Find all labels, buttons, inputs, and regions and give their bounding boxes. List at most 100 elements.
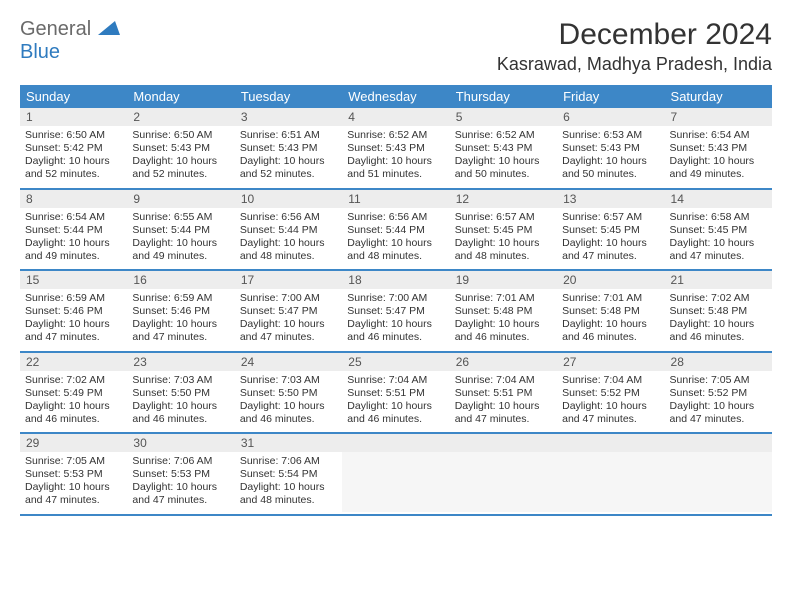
day-body: Sunrise: 7:04 AMSunset: 5:52 PMDaylight:… [557,371,664,433]
day-number: 29 [20,434,127,452]
day-cell: 12Sunrise: 6:57 AMSunset: 5:45 PMDayligh… [450,189,557,271]
day-number [557,434,664,452]
day-number: 20 [557,271,664,289]
day-number: 7 [665,108,772,126]
day-body: Sunrise: 7:00 AMSunset: 5:47 PMDaylight:… [342,289,449,351]
day-body: Sunrise: 7:04 AMSunset: 5:51 PMDaylight:… [450,371,557,433]
day-cell [665,433,772,515]
day-cell: 3Sunrise: 6:51 AMSunset: 5:43 PMDaylight… [235,108,342,189]
day-header-row: SundayMondayTuesdayWednesdayThursdayFrid… [20,85,772,108]
day-body: Sunrise: 7:01 AMSunset: 5:48 PMDaylight:… [557,289,664,351]
day-body: Sunrise: 6:55 AMSunset: 5:44 PMDaylight:… [127,208,234,270]
day-body: Sunrise: 6:59 AMSunset: 5:46 PMDaylight:… [127,289,234,351]
day-body: Sunrise: 7:02 AMSunset: 5:49 PMDaylight:… [20,371,127,433]
day-number: 19 [450,271,557,289]
day-body [450,452,557,512]
day-number: 13 [557,190,664,208]
day-cell: 16Sunrise: 6:59 AMSunset: 5:46 PMDayligh… [127,270,234,352]
day-number: 23 [127,353,234,371]
day-number: 18 [342,271,449,289]
day-body: Sunrise: 6:50 AMSunset: 5:43 PMDaylight:… [127,126,234,188]
day-body: Sunrise: 6:57 AMSunset: 5:45 PMDaylight:… [450,208,557,270]
day-cell: 19Sunrise: 7:01 AMSunset: 5:48 PMDayligh… [450,270,557,352]
day-body: Sunrise: 7:03 AMSunset: 5:50 PMDaylight:… [127,371,234,433]
day-body: Sunrise: 6:51 AMSunset: 5:43 PMDaylight:… [235,126,342,188]
day-number [450,434,557,452]
day-cell [450,433,557,515]
logo-text-blue: Blue [20,41,60,63]
day-body: Sunrise: 6:53 AMSunset: 5:43 PMDaylight:… [557,126,664,188]
day-cell: 8Sunrise: 6:54 AMSunset: 5:44 PMDaylight… [20,189,127,271]
day-body: Sunrise: 6:58 AMSunset: 5:45 PMDaylight:… [665,208,772,270]
day-body: Sunrise: 6:56 AMSunset: 5:44 PMDaylight:… [235,208,342,270]
day-body: Sunrise: 6:52 AMSunset: 5:43 PMDaylight:… [342,126,449,188]
day-number [342,434,449,452]
header: General Blue December 2024 Kasrawad, Mad… [20,18,772,75]
day-number: 25 [342,353,449,371]
day-header-cell: Monday [127,85,234,108]
day-cell: 13Sunrise: 6:57 AMSunset: 5:45 PMDayligh… [557,189,664,271]
week-row: 22Sunrise: 7:02 AMSunset: 5:49 PMDayligh… [20,352,772,434]
day-cell: 7Sunrise: 6:54 AMSunset: 5:43 PMDaylight… [665,108,772,189]
day-cell: 9Sunrise: 6:55 AMSunset: 5:44 PMDaylight… [127,189,234,271]
day-cell: 2Sunrise: 6:50 AMSunset: 5:43 PMDaylight… [127,108,234,189]
title-block: December 2024 Kasrawad, Madhya Pradesh, … [497,18,772,75]
day-cell: 20Sunrise: 7:01 AMSunset: 5:48 PMDayligh… [557,270,664,352]
day-number: 5 [450,108,557,126]
day-body: Sunrise: 7:06 AMSunset: 5:53 PMDaylight:… [127,452,234,514]
day-cell: 30Sunrise: 7:06 AMSunset: 5:53 PMDayligh… [127,433,234,515]
logo-triangle-icon [98,22,120,39]
day-number: 6 [557,108,664,126]
week-row: 29Sunrise: 7:05 AMSunset: 5:53 PMDayligh… [20,433,772,515]
day-number: 11 [342,190,449,208]
day-body: Sunrise: 6:54 AMSunset: 5:44 PMDaylight:… [20,208,127,270]
day-body: Sunrise: 7:05 AMSunset: 5:52 PMDaylight:… [665,371,772,433]
day-number: 14 [665,190,772,208]
day-number: 12 [450,190,557,208]
day-header-cell: Tuesday [235,85,342,108]
day-cell: 27Sunrise: 7:04 AMSunset: 5:52 PMDayligh… [557,352,664,434]
day-number: 1 [20,108,127,126]
day-cell: 10Sunrise: 6:56 AMSunset: 5:44 PMDayligh… [235,189,342,271]
day-body: Sunrise: 6:50 AMSunset: 5:42 PMDaylight:… [20,126,127,188]
day-cell: 15Sunrise: 6:59 AMSunset: 5:46 PMDayligh… [20,270,127,352]
day-body: Sunrise: 6:56 AMSunset: 5:44 PMDaylight:… [342,208,449,270]
day-cell [342,433,449,515]
day-header-cell: Friday [557,85,664,108]
day-cell: 11Sunrise: 6:56 AMSunset: 5:44 PMDayligh… [342,189,449,271]
day-number: 24 [235,353,342,371]
logo-text-general: General [20,18,91,40]
day-cell: 25Sunrise: 7:04 AMSunset: 5:51 PMDayligh… [342,352,449,434]
day-body [342,452,449,512]
day-number: 28 [665,353,772,371]
day-cell: 23Sunrise: 7:03 AMSunset: 5:50 PMDayligh… [127,352,234,434]
calendar-table: SundayMondayTuesdayWednesdayThursdayFrid… [20,85,772,516]
day-header-cell: Saturday [665,85,772,108]
day-number: 30 [127,434,234,452]
day-number: 9 [127,190,234,208]
day-number: 21 [665,271,772,289]
day-cell: 22Sunrise: 7:02 AMSunset: 5:49 PMDayligh… [20,352,127,434]
day-number: 2 [127,108,234,126]
day-cell: 26Sunrise: 7:04 AMSunset: 5:51 PMDayligh… [450,352,557,434]
day-body: Sunrise: 6:59 AMSunset: 5:46 PMDaylight:… [20,289,127,351]
day-body: Sunrise: 7:05 AMSunset: 5:53 PMDaylight:… [20,452,127,514]
day-cell: 1Sunrise: 6:50 AMSunset: 5:42 PMDaylight… [20,108,127,189]
day-cell: 31Sunrise: 7:06 AMSunset: 5:54 PMDayligh… [235,433,342,515]
day-number: 8 [20,190,127,208]
day-number: 16 [127,271,234,289]
day-number: 31 [235,434,342,452]
day-body: Sunrise: 6:54 AMSunset: 5:43 PMDaylight:… [665,126,772,188]
month-title: December 2024 [497,18,772,52]
day-number: 10 [235,190,342,208]
day-cell: 17Sunrise: 7:00 AMSunset: 5:47 PMDayligh… [235,270,342,352]
day-number: 4 [342,108,449,126]
day-cell: 4Sunrise: 6:52 AMSunset: 5:43 PMDaylight… [342,108,449,189]
day-number: 26 [450,353,557,371]
day-body [557,452,664,512]
day-cell [557,433,664,515]
logo: General Blue [20,18,120,64]
day-header-cell: Thursday [450,85,557,108]
day-header-cell: Sunday [20,85,127,108]
day-body: Sunrise: 7:04 AMSunset: 5:51 PMDaylight:… [342,371,449,433]
